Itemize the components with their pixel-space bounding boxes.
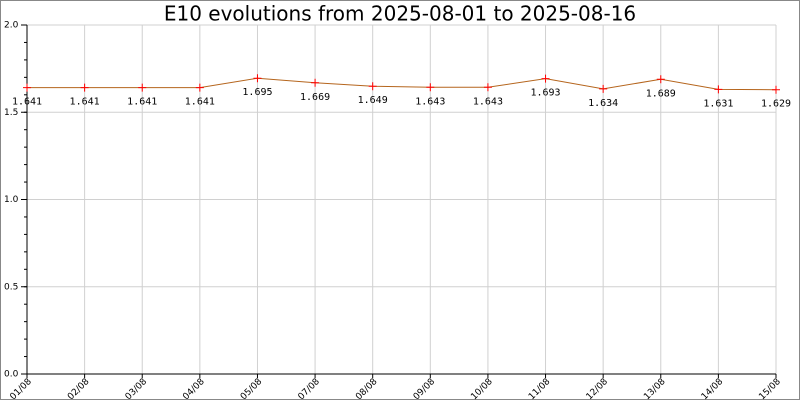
point-marker [426,83,435,92]
point-marker [138,83,147,92]
data-label: 1.641 [12,97,42,108]
data-label: 1.629 [761,99,791,110]
point-marker [311,78,320,87]
point-marker [368,82,377,91]
data-label: 1.643 [415,96,445,107]
y-tick-label: 2.0 [4,21,19,31]
data-label: 1.695 [242,87,272,98]
data-label: 1.641 [185,97,215,108]
data-label: 1.641 [127,97,157,108]
data-label: 1.669 [300,92,330,103]
point-marker [195,83,204,92]
data-label: 1.693 [530,88,560,99]
data-label: 1.649 [358,95,388,106]
y-tick-label: 1.5 [4,108,18,118]
point-marker [772,85,780,94]
data-label: 1.641 [70,97,100,108]
y-tick-label: 0.5 [4,282,18,292]
data-label: 1.643 [473,96,503,107]
y-tick-label: 0.0 [4,370,19,380]
point-marker [599,84,608,93]
data-label: 1.631 [703,98,733,109]
point-marker [714,85,723,94]
chart-title: E10 evolutions from 2025-08-01 to 2025-0… [164,2,636,26]
point-marker [253,74,262,83]
point-marker [541,74,550,83]
point-marker [483,83,492,92]
point-marker [656,75,665,84]
point-marker [80,83,89,92]
data-label: 1.689 [646,88,676,99]
line-series [27,77,777,91]
y-tick-label: 1.0 [4,195,19,205]
point-marker [23,83,31,92]
data-label: 1.634 [588,98,618,109]
